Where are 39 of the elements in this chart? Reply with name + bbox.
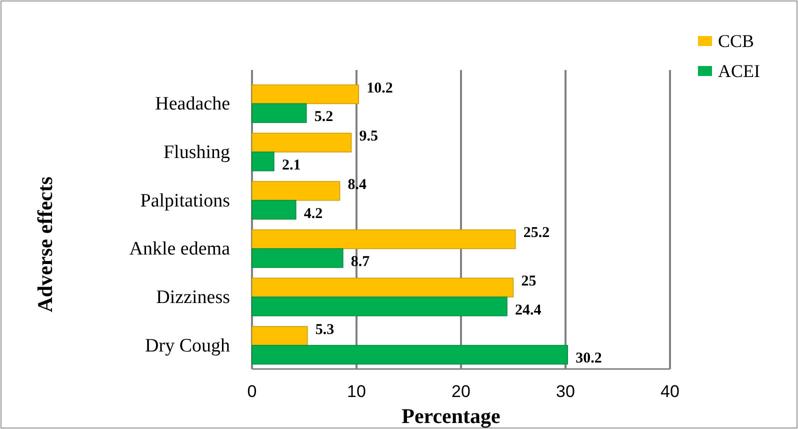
x-tick-label: 30 <box>556 382 575 401</box>
bar <box>252 278 514 298</box>
y-tick-label: Palpitations <box>140 190 230 212</box>
x-tick-label: 10 <box>347 382 366 401</box>
data-label: 8.4 <box>348 176 368 193</box>
bar <box>252 248 344 268</box>
data-label: 5.2 <box>314 109 334 126</box>
data-label: 8.7 <box>350 254 370 270</box>
y-tick-label: Flushing <box>163 142 230 164</box>
y-tick-label: Headache <box>155 94 230 115</box>
legend-label: ACEI <box>718 61 760 81</box>
bar <box>252 181 340 201</box>
y-tick-label: Dry Cough <box>145 335 230 356</box>
bar <box>252 84 359 104</box>
x-tick-label: 0 <box>247 382 257 401</box>
bar <box>252 152 274 172</box>
bar <box>252 132 352 152</box>
data-label: 24.4 <box>514 302 542 318</box>
data-label: 25.2 <box>523 225 550 242</box>
data-label: 4.2 <box>304 206 323 222</box>
data-label: 5.3 <box>315 322 334 338</box>
bar <box>252 344 568 365</box>
bar <box>252 200 296 220</box>
legend-label: CCB <box>718 31 754 51</box>
x-axis-title: Percentage <box>402 404 500 428</box>
bar <box>252 296 508 316</box>
y-tick-label: Dizziness <box>156 286 230 308</box>
data-label: 10.2 <box>366 80 393 96</box>
data-label: 9.5 <box>359 128 378 145</box>
x-tick-label: 40 <box>660 382 680 401</box>
bar <box>252 103 307 123</box>
y-axis-title: Adverse effects <box>33 176 57 312</box>
x-tick-label: 20 <box>452 382 470 401</box>
data-label: 25 <box>521 274 536 290</box>
data-label: 30.2 <box>576 350 602 367</box>
bar <box>252 229 516 250</box>
data-label: 2.1 <box>282 157 301 174</box>
y-tick-label: Ankle edema <box>129 238 231 260</box>
bar <box>252 326 308 346</box>
